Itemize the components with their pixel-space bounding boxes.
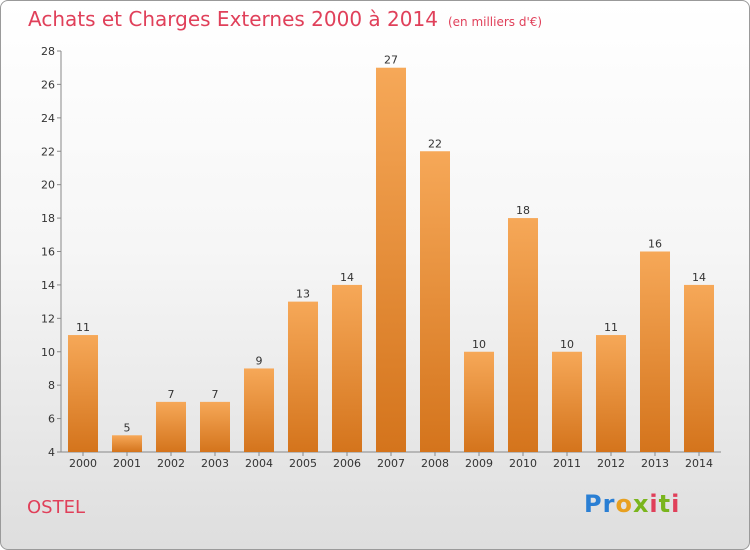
- y-tick-label: 6: [48, 413, 55, 426]
- y-tick-label: 20: [41, 179, 55, 192]
- bar: [596, 335, 626, 452]
- logo-letter: r: [602, 490, 616, 518]
- data-label: 16: [648, 238, 662, 251]
- logo-letter: P: [584, 490, 603, 518]
- chart-title-unit: (en milliers d'€): [447, 15, 543, 29]
- bar: [552, 351, 582, 452]
- bar: [112, 435, 142, 452]
- bar: [156, 401, 186, 452]
- y-tick-label: 18: [41, 212, 55, 225]
- labels: 2000 11 2001 5 2002 7 2003 7 2004 9 2005 13 2006 14 20…: [69, 54, 713, 470]
- logo-letter: o: [615, 490, 633, 518]
- bar: [200, 401, 230, 452]
- chart-title-text: Achats et Charges Externes 2000 à 2014: [28, 7, 438, 31]
- y-tick-label: 8: [48, 379, 55, 392]
- place-name: OSTEL: [27, 497, 85, 518]
- data-label: 27: [384, 54, 398, 67]
- y-tick-label: 4: [48, 446, 55, 459]
- y-tick-label: 22: [41, 145, 55, 158]
- chart-title: Achats et Charges Externes 2000 à 2014 (e…: [28, 7, 542, 31]
- data-label: 7: [168, 388, 175, 401]
- bar: [420, 151, 450, 452]
- bar: [376, 67, 406, 452]
- y-tick-label: 26: [41, 78, 55, 91]
- data-label: 18: [516, 204, 530, 217]
- x-tick-label: 2014: [685, 457, 713, 470]
- x-tick-label: 2013: [641, 457, 669, 470]
- x-tick-label: 2012: [597, 457, 625, 470]
- bar: [288, 301, 318, 452]
- x-tick-label: 2008: [421, 457, 449, 470]
- x-tick-label: 2007: [377, 457, 405, 470]
- bars: [68, 67, 714, 452]
- bar: [508, 218, 538, 452]
- x-tick-label: 2000: [69, 457, 97, 470]
- y-tick-label: 14: [41, 279, 55, 292]
- logo-letter: i: [649, 490, 659, 518]
- data-label: 22: [428, 137, 442, 150]
- logo-letter: t: [658, 490, 672, 518]
- data-label: 13: [296, 288, 310, 301]
- y-tick-label: 10: [41, 346, 55, 359]
- x-tick-label: 2010: [509, 457, 537, 470]
- bar: [640, 251, 670, 452]
- y-tick-label: 28: [41, 45, 55, 58]
- y-tick-label: 24: [41, 112, 55, 125]
- x-tick-label: 2003: [201, 457, 229, 470]
- proxiti-logo: Proxiti: [584, 490, 680, 518]
- x-tick-label: 2002: [157, 457, 185, 470]
- data-label: 7: [212, 388, 219, 401]
- y-tick-label: 16: [41, 246, 55, 259]
- x-tick-label: 2011: [553, 457, 581, 470]
- bar: [332, 284, 362, 452]
- data-label: 11: [604, 321, 618, 334]
- data-label: 9: [256, 354, 263, 367]
- x-tick-label: 2001: [113, 457, 141, 470]
- data-label: 11: [76, 321, 90, 334]
- bar: [68, 335, 98, 452]
- x-tick-label: 2009: [465, 457, 493, 470]
- data-label: 14: [692, 271, 706, 284]
- bar: [464, 351, 494, 452]
- logo-letter: i: [671, 490, 681, 518]
- bar: [244, 368, 274, 452]
- y-tick-label: 12: [41, 312, 55, 325]
- x-tick-label: 2005: [289, 457, 317, 470]
- bar: [684, 284, 714, 452]
- data-label: 5: [124, 421, 131, 434]
- logo-letter: x: [632, 490, 650, 518]
- x-tick-label: 2004: [245, 457, 273, 470]
- data-label: 10: [472, 338, 486, 351]
- data-label: 10: [560, 338, 574, 351]
- x-tick-label: 2006: [333, 457, 361, 470]
- data-label: 14: [340, 271, 354, 284]
